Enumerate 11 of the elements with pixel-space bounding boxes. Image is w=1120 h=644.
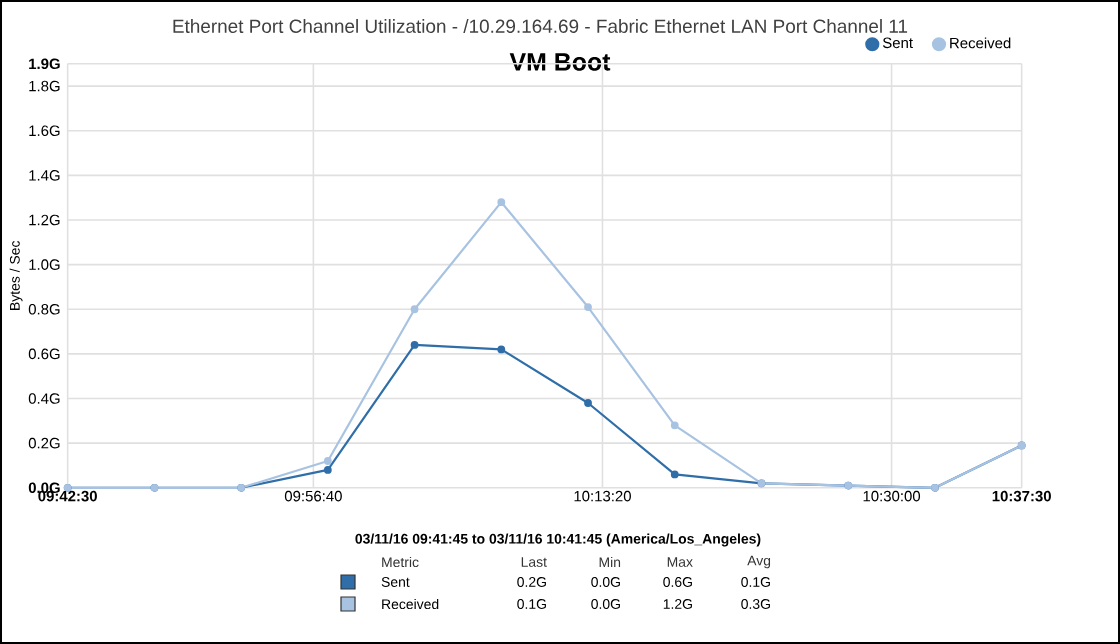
- point: [410, 341, 419, 349]
- point: [670, 470, 679, 479]
- point: [323, 466, 332, 474]
- chart-title: Ethernet Port Channel Utilization - /10.29.164.69 - Fabric Ethernet LAN Port Channel 11: [173, 19, 908, 33]
- point: [584, 303, 592, 311]
- point: [497, 198, 506, 207]
- point: [323, 457, 332, 465]
- point: [410, 305, 419, 314]
- point: [584, 399, 592, 407]
- point: [497, 345, 506, 354]
- point: [670, 421, 679, 430]
